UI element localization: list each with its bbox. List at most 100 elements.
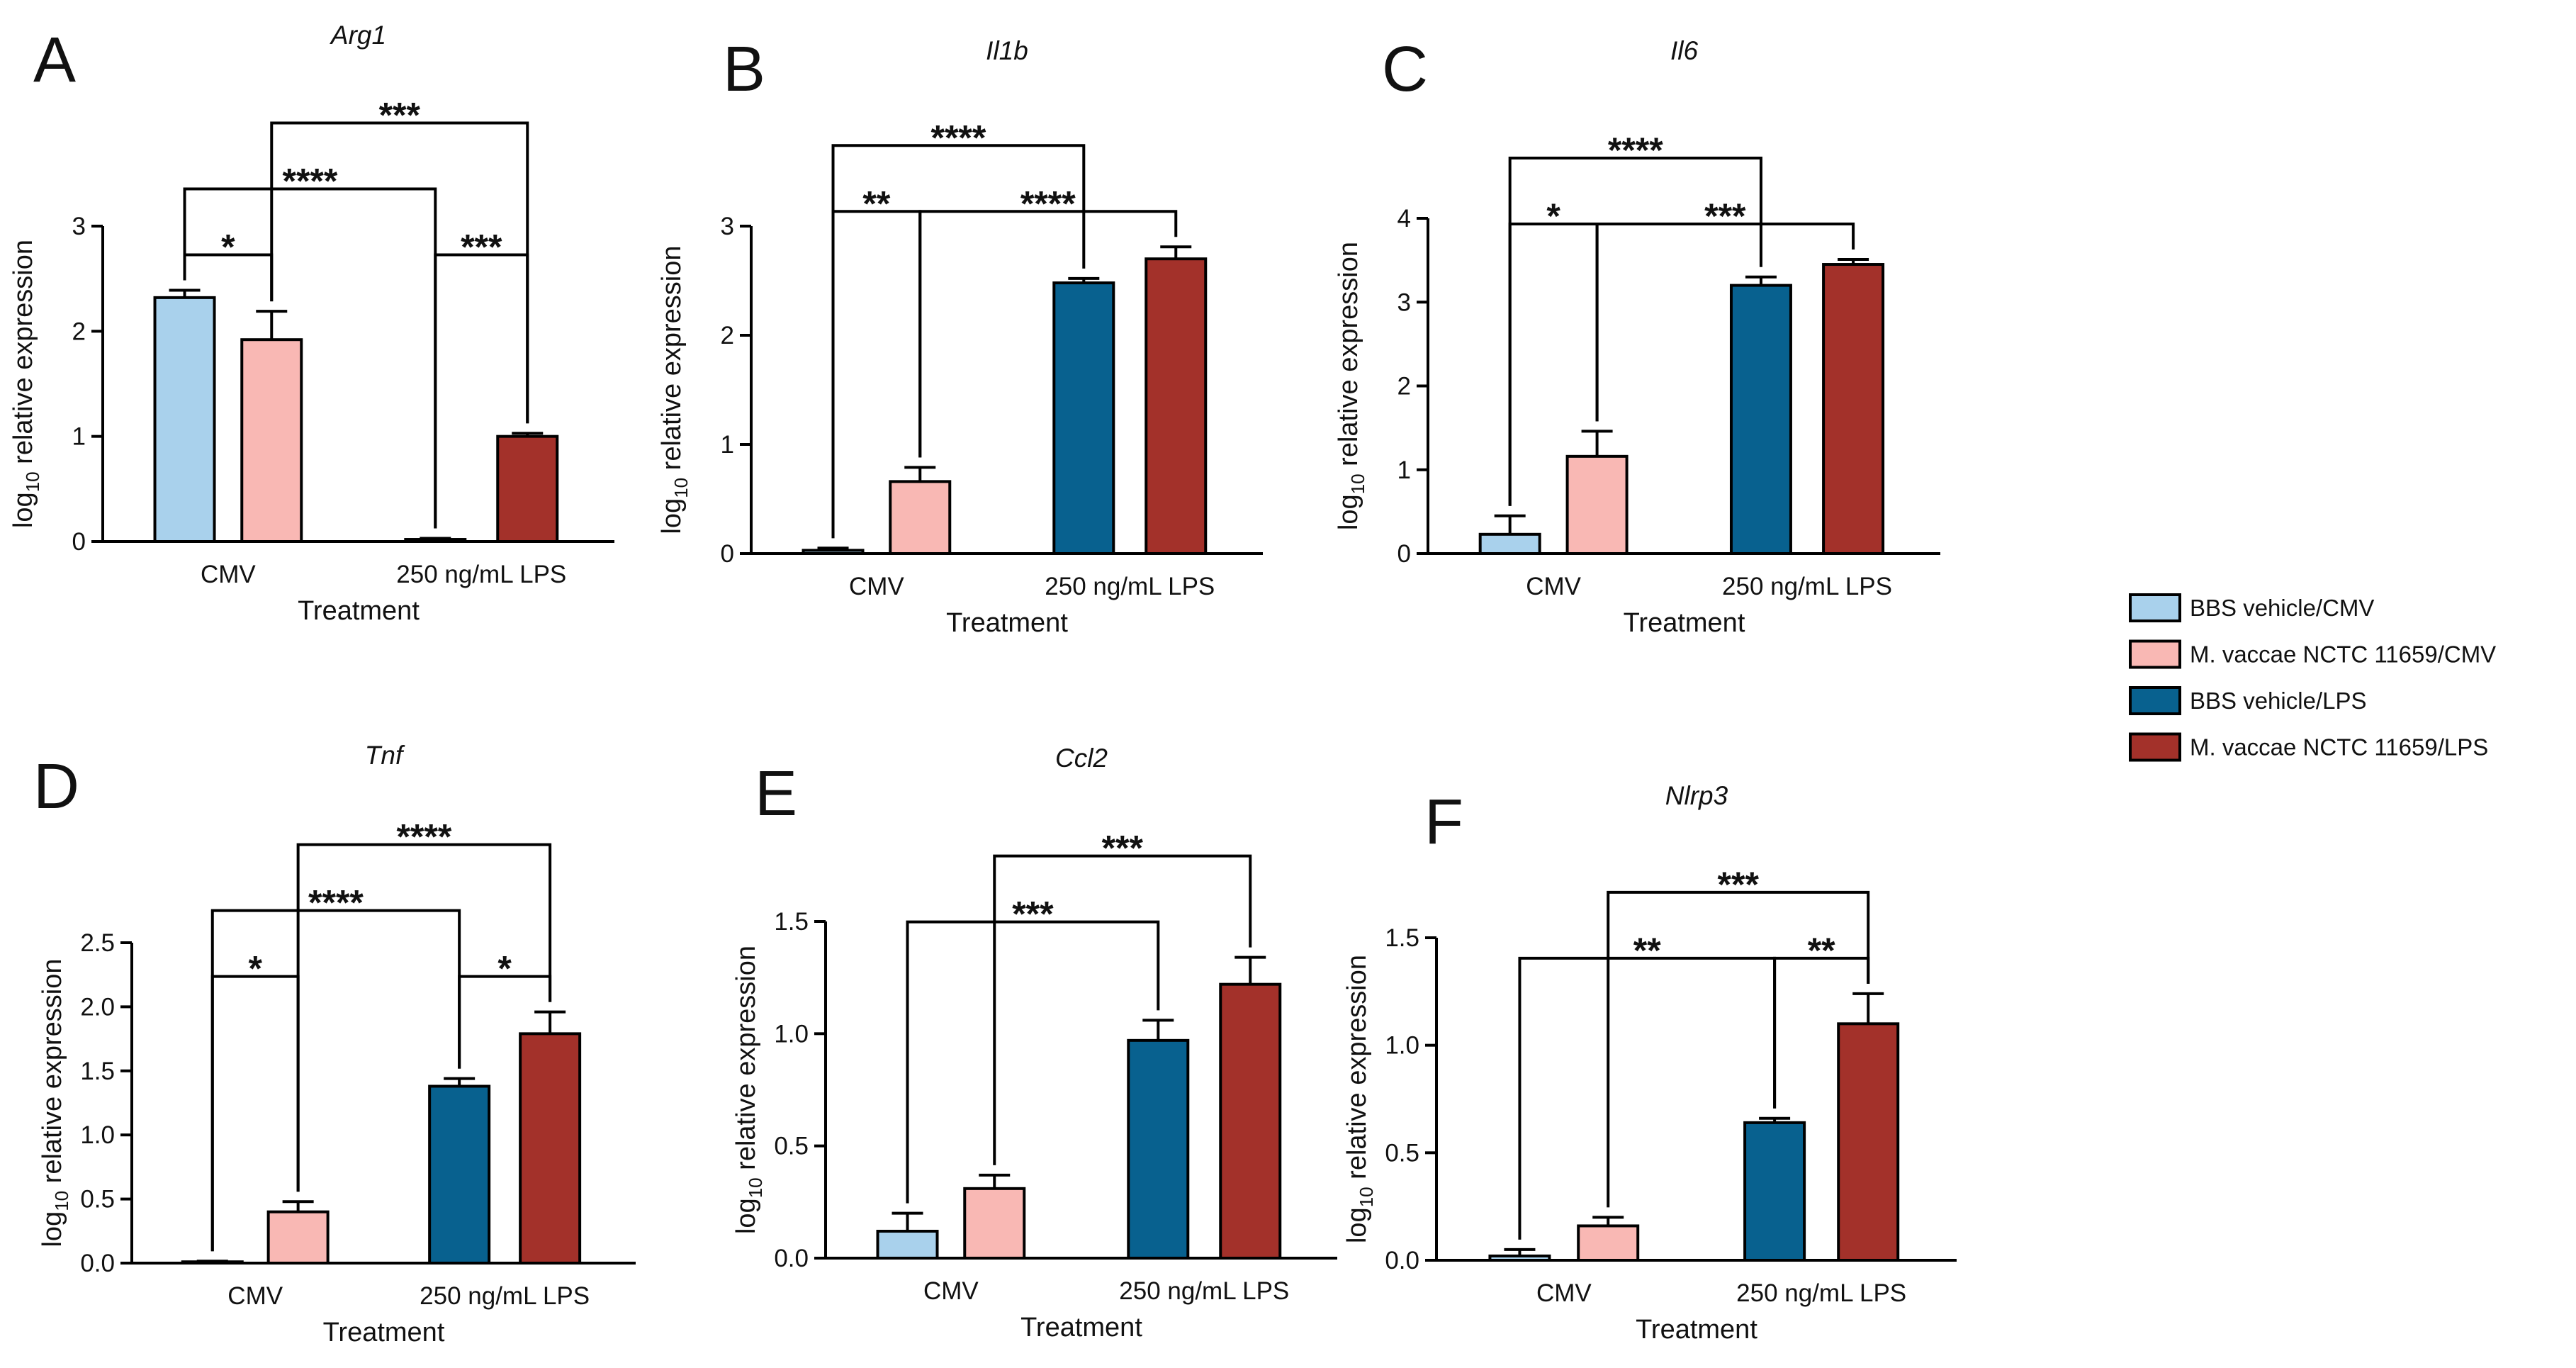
bar [889,480,952,555]
y-label-part: relative expression [1334,242,1363,473]
bar [1488,1254,1551,1262]
y-axis-label: log10 relative expression [38,958,72,1247]
panel-letter: B [723,34,765,105]
panel-letter: C [1382,34,1428,105]
panel-letter: A [33,25,76,96]
y-tick-label: 0.0 [774,1245,809,1272]
y-label-sub: 10 [22,471,43,492]
chart-title: Arg1 [330,21,386,50]
y-tick-label: 1 [1397,456,1411,484]
y-tick-label: 1 [721,431,734,459]
significance-label: * [221,227,235,267]
legend-label: BBS vehicle/CMV [2190,595,2374,621]
significance-label: **** [396,817,451,857]
y-axis-label: log10 relative expression [1334,242,1368,530]
bar [802,549,865,556]
y-label-part: log [731,1198,761,1234]
legend-swatch [2129,593,2181,622]
significance-bracket [270,121,529,424]
significance-label: *** [379,95,421,135]
y-tick-label: 2 [721,322,734,349]
y-tick-label: 3 [72,213,86,240]
bar [963,1187,1026,1260]
bar [1822,263,1885,555]
bar [876,1230,939,1260]
x-tick-label: 250 ng/mL LPS [1119,1277,1289,1305]
x-tick-label: CMV [923,1277,979,1305]
x-axis-label: Treatment [323,1318,445,1347]
x-tick-label: 250 ng/mL LPS [1736,1279,1906,1307]
y-label-sub: 10 [670,478,692,498]
x-tick-label: CMV [1536,1279,1592,1307]
y-label-sub: 10 [1347,473,1368,494]
bar [496,434,559,544]
significance-label: **** [308,883,364,923]
y-tick-label: 1.5 [80,1058,115,1085]
y-label-sub: 10 [1356,1187,1377,1207]
significance-label: *** [1012,895,1054,934]
panel-letter: F [1424,787,1463,858]
significance-bracket [831,144,1086,539]
y-tick-label: 0.5 [80,1186,115,1213]
bar [1729,284,1792,555]
x-tick-label: 250 ng/mL LPS [1045,573,1215,600]
y-axis-label: log10 relative expression [657,245,692,534]
y-tick-label: 4 [1397,205,1411,232]
x-axis-label: Treatment [1636,1315,1757,1345]
y-axis-label: log10 relative expression [731,946,766,1234]
bar [1743,1121,1806,1262]
significance-bracket [1518,956,1777,1240]
significance-bracket [296,843,552,1192]
x-tick-label: 250 ng/mL LPS [396,561,566,588]
bar [1052,281,1115,555]
y-label-part: log [38,1211,67,1248]
significance-label: *** [461,227,502,267]
chart-title: Nlrp3 [1665,781,1728,810]
y-tick-label: 1.5 [774,908,809,936]
y-tick-label: 1.0 [80,1121,115,1149]
bar [519,1032,582,1265]
y-tick-label: 0 [1397,540,1411,568]
y-label-part: relative expression [1342,955,1372,1187]
significance-bracket [210,975,300,1252]
y-tick-label: 2.5 [80,929,115,957]
chart-title: Ccl2 [1055,744,1108,773]
y-label-part: relative expression [731,946,761,1177]
x-axis-label: Treatment [1020,1313,1142,1342]
significance-bracket [918,210,1178,458]
y-tick-label: 1 [72,423,86,451]
y-tick-label: 1.0 [774,1020,809,1048]
legend-swatch [2129,686,2181,715]
y-label-part: log [657,498,687,534]
legend-label: M. vaccae NCTC 11659/LPS [2190,734,2488,761]
y-label-part: log [1334,494,1363,530]
significance-bracket [1595,222,1855,422]
bar [1837,1022,1900,1262]
y-tick-label: 1.5 [1385,924,1419,952]
y-tick-label: 2 [1397,373,1411,400]
bar [428,1084,491,1265]
y-label-part: log [9,492,38,528]
bar [1219,982,1282,1260]
legend-swatch [2129,639,2181,669]
bar [404,538,467,543]
y-tick-label: 1.0 [1385,1032,1419,1060]
y-axis-label: log10 relative expression [9,240,43,528]
bar [1478,532,1541,555]
significance-bracket [993,854,1252,1165]
bar [1144,257,1208,555]
y-label-sub: 10 [745,1177,766,1198]
bar [153,296,216,543]
legend-label: M. vaccae NCTC 11659/CMV [2190,641,2496,668]
panel-letter: D [33,751,79,822]
significance-label: **** [1608,130,1663,170]
chart-title: Il6 [1670,36,1699,65]
significance-label: ** [1808,931,1835,970]
x-axis-label: Treatment [1624,608,1745,638]
significance-label: ** [1633,931,1661,970]
x-tick-label: 250 ng/mL LPS [1722,573,1892,600]
y-tick-label: 0 [721,540,734,568]
bar [1577,1224,1640,1262]
bar [266,1210,330,1265]
